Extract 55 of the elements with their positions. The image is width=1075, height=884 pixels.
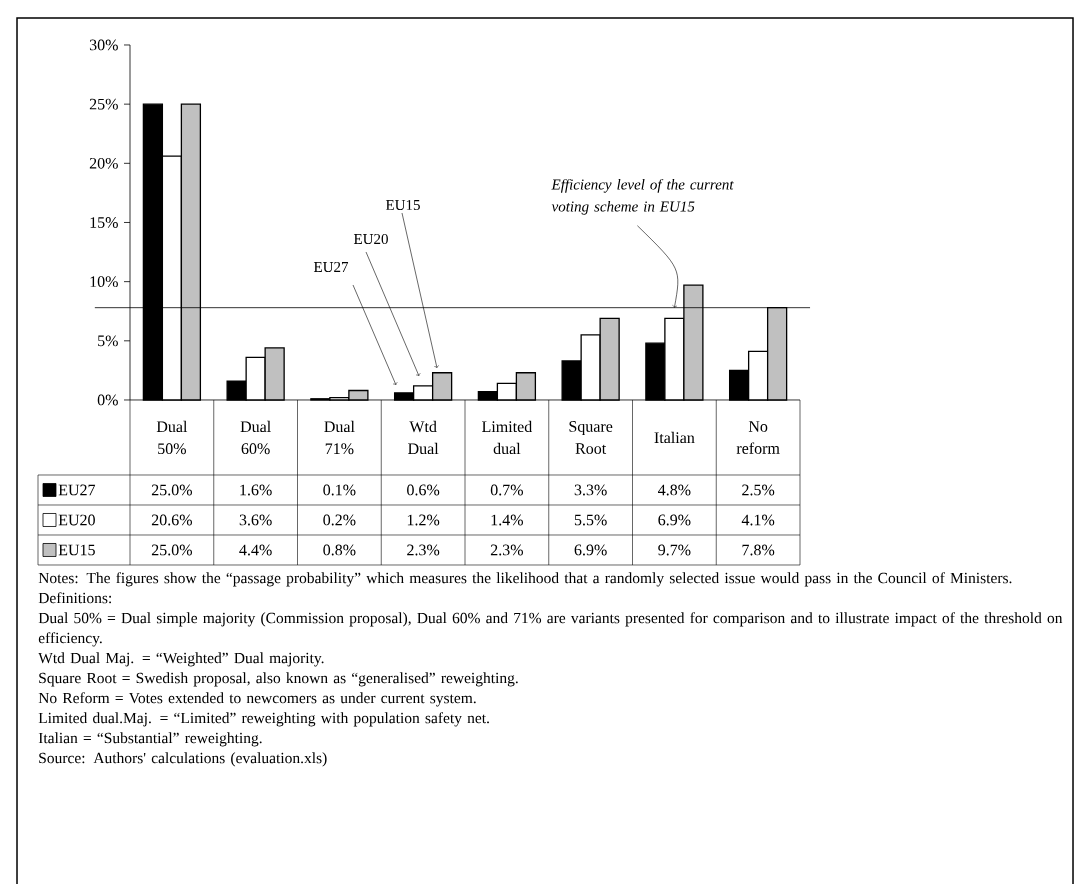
data-label: 1.4% xyxy=(491,514,523,526)
data-label: 3.3% xyxy=(574,484,607,496)
data-label: 6.9% xyxy=(574,544,607,556)
annotation: EU15 xyxy=(385,199,420,211)
data-label: 0.7% xyxy=(490,484,523,496)
data-label: 0.1% xyxy=(323,484,356,496)
y-tick-label: 0% xyxy=(97,394,118,406)
text: Dual 50% = Dual simple majority (Commission proposal), Dual 60% and 71% are variants presented for comparison and to illustrate impact of the threshold on efficiency. xyxy=(38,612,1063,647)
legend-label: EU20 xyxy=(58,514,95,526)
data-label: 4.4% xyxy=(239,544,272,556)
annotation: EU27 xyxy=(313,261,349,273)
data-label: 7.8% xyxy=(742,544,775,556)
x-tick-label: Dual 50% xyxy=(156,420,188,455)
y-tick-label: 15% xyxy=(90,217,118,228)
annotation: Efficiency level of the current voting scheme in EU15 xyxy=(551,178,734,215)
x-tick-label: Italian xyxy=(654,431,695,444)
data-label: 20.6% xyxy=(151,514,192,526)
text: No Reform = Votes extended to newcomers as under current system. xyxy=(38,692,476,707)
x-tick-label: No reform xyxy=(736,421,780,454)
data-label: 6.9% xyxy=(658,514,691,526)
text: Wtd Dual Maj. = “Weighted” Dual majority. xyxy=(38,652,324,667)
y-tick-label: 20% xyxy=(89,157,118,169)
y-tick-label: 5% xyxy=(98,335,118,347)
text: Italian = “Substantial” reweighting. xyxy=(38,732,262,747)
data-label: 1.2% xyxy=(407,514,440,526)
x-tick-label: Wtd Dual xyxy=(408,420,439,455)
data-label: 9.7% xyxy=(658,544,691,556)
legend-label: EU27 xyxy=(58,484,96,496)
x-tick-label: Dual 71% xyxy=(324,420,355,455)
data-label: 5.5% xyxy=(574,514,607,526)
text: Limited dual.Maj. = “Limited” reweighting with population safety net. xyxy=(38,712,489,727)
data-label: 2.3% xyxy=(407,544,440,556)
data-label: 0.2% xyxy=(323,514,356,526)
y-tick-label: 25% xyxy=(89,98,118,110)
source-note: Source: Authors' calculations (evaluation.xls) xyxy=(39,752,327,767)
text: Notes: The figures show the “passage probability” which measures the likelihood that a randomly selected issue would pass in the Council of Ministers. xyxy=(38,572,1012,587)
legend-label: EU15 xyxy=(58,544,95,556)
data-label: 0.8% xyxy=(323,544,356,556)
data-label: 25.0% xyxy=(151,544,192,556)
y-tick-label: 10% xyxy=(90,276,118,288)
x-tick-label: Square Root xyxy=(569,421,613,454)
y-tick-label: 30% xyxy=(89,39,118,51)
data-label: 3.6% xyxy=(239,514,272,526)
data-label: 25.0% xyxy=(151,484,192,496)
data-label: 2.5% xyxy=(742,484,775,496)
text: Definitions: xyxy=(38,592,111,604)
data-label: 1.6% xyxy=(240,484,272,496)
annotation: EU20 xyxy=(353,233,388,245)
x-tick-label: Limited dual xyxy=(482,420,533,455)
text: Square Root = Swedish proposal, also known as “generalised” reweighting. xyxy=(39,672,518,687)
data-label: 2.3% xyxy=(490,544,523,556)
data-label: 4.1% xyxy=(741,514,775,526)
data-label: 0.6% xyxy=(407,484,440,496)
data-label: 4.8% xyxy=(658,484,691,496)
x-tick-label: Dual 60% xyxy=(240,420,271,455)
